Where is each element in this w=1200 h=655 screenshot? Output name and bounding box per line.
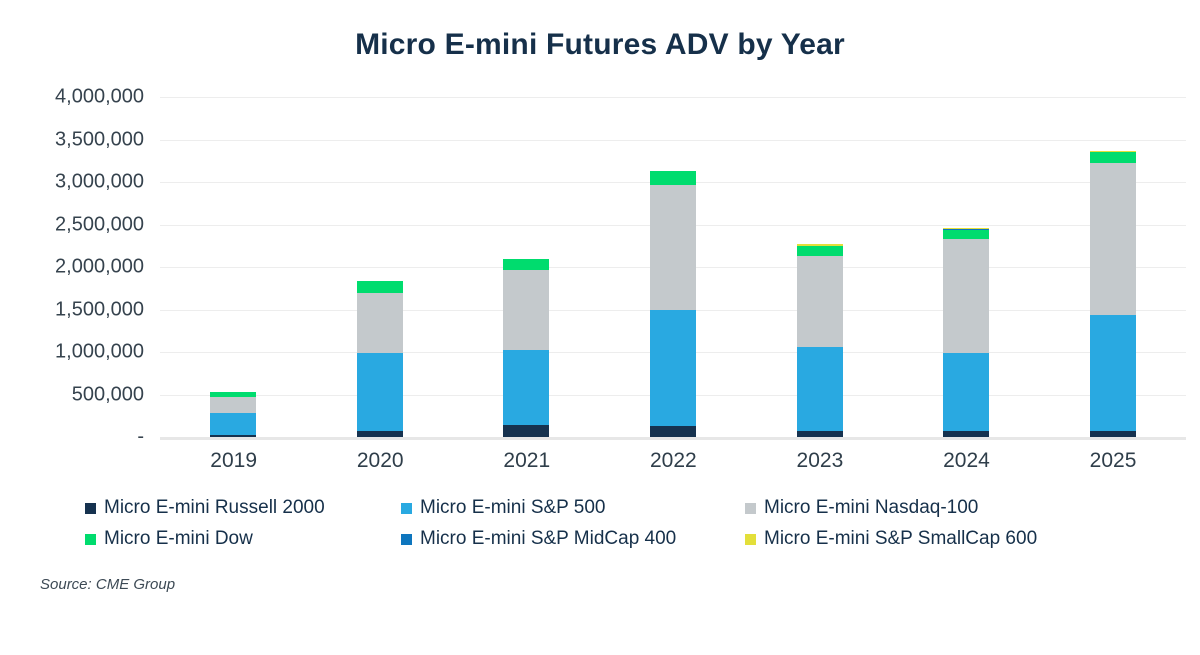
legend-item: Micro E-mini S&P MidCap 400	[401, 528, 745, 550]
legend-swatch-icon	[85, 503, 96, 514]
y-tick-label: 2,000,000	[55, 256, 144, 279]
bar-2023	[797, 244, 843, 437]
x-tick-label: 2019	[210, 449, 256, 473]
legend-swatch-icon	[401, 503, 412, 514]
y-tick-label: -	[137, 426, 144, 449]
x-tick-label: 2020	[357, 449, 403, 473]
bar-segment	[1090, 431, 1136, 437]
bar-2022	[650, 171, 696, 437]
y-tick-label: 3,500,000	[55, 128, 144, 151]
bar-segment	[357, 281, 403, 293]
bar-segment	[797, 431, 843, 437]
legend-label: Micro E-mini S&P 500	[420, 497, 606, 519]
bar-segment	[210, 413, 256, 435]
bar-2020	[357, 281, 403, 437]
legend-label: Micro E-mini Dow	[104, 528, 253, 550]
bar-segment	[1090, 152, 1136, 163]
x-tick-label: 2023	[797, 449, 843, 473]
bar-segment	[503, 270, 549, 349]
chart-title: Micro E-mini Futures ADV by Year	[0, 28, 1200, 62]
x-axis-labels: 2019 2020 2021 2022 2023 2024 2025	[160, 449, 1186, 473]
x-tick-label: 2025	[1090, 449, 1136, 473]
legend-item: Micro E-mini Nasdaq-100	[745, 497, 1200, 519]
bar-segment	[797, 246, 843, 256]
legend-item: Micro E-mini S&P 500	[401, 497, 745, 519]
bar-series	[160, 97, 1186, 437]
legend-swatch-icon	[85, 534, 96, 545]
x-tick-label: 2024	[943, 449, 989, 473]
bar-segment	[503, 425, 549, 437]
y-tick-label: 4,000,000	[55, 86, 144, 109]
bar-segment	[357, 293, 403, 353]
bar-segment	[503, 259, 549, 270]
bar-segment	[650, 426, 696, 437]
bar-segment	[650, 310, 696, 426]
bar-segment	[943, 230, 989, 239]
gridline-0	[160, 437, 1186, 440]
legend: Micro E-mini Russell 2000 Micro E-mini S&…	[85, 497, 1200, 550]
bar-segment	[357, 431, 403, 437]
chart-container: Micro E-mini Futures ADV by Year 4,000,0…	[0, 28, 1200, 655]
bar-segment	[650, 171, 696, 185]
legend-item: Micro E-mini Dow	[85, 528, 401, 550]
bar-segment	[797, 256, 843, 347]
bar-segment	[797, 347, 843, 431]
x-tick-label: 2021	[503, 449, 549, 473]
bar-segment	[943, 353, 989, 431]
source-note: Source: CME Group	[40, 576, 1200, 593]
bar-segment	[210, 397, 256, 413]
legend-swatch-icon	[745, 534, 756, 545]
bar-2021	[503, 259, 549, 437]
y-tick-label: 2,500,000	[55, 213, 144, 236]
bar-segment	[943, 239, 989, 353]
bar-segment	[1090, 315, 1136, 431]
bar-segment	[503, 350, 549, 425]
y-tick-label: 500,000	[72, 383, 144, 406]
bar-2025	[1090, 151, 1136, 437]
bar-segment	[943, 431, 989, 437]
y-tick-label: 1,500,000	[55, 298, 144, 321]
legend-label: Micro E-mini Russell 2000	[104, 497, 325, 519]
bar-segment	[210, 435, 256, 437]
legend-item: Micro E-mini Russell 2000	[85, 497, 401, 519]
x-tick-label: 2022	[650, 449, 696, 473]
legend-swatch-icon	[745, 503, 756, 514]
legend-label: Micro E-mini S&P SmallCap 600	[764, 528, 1037, 550]
bar-2024	[943, 228, 989, 437]
bar-segment	[650, 185, 696, 311]
legend-swatch-icon	[401, 534, 412, 545]
y-tick-label: 3,000,000	[55, 171, 144, 194]
bar-2019	[210, 392, 256, 437]
y-tick-label: 1,000,000	[55, 341, 144, 364]
legend-item: Micro E-mini S&P SmallCap 600	[745, 528, 1200, 550]
legend-label: Micro E-mini Nasdaq-100	[764, 497, 978, 519]
legend-label: Micro E-mini S&P MidCap 400	[420, 528, 676, 550]
bar-segment	[357, 353, 403, 431]
bar-segment	[1090, 163, 1136, 314]
